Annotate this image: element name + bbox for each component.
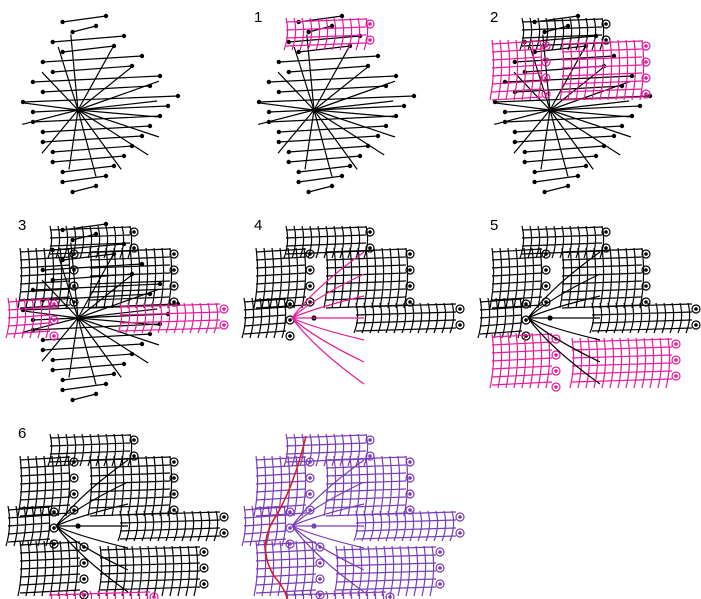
worked-lace (241, 225, 465, 341)
panel-step-6: 6 (5, 425, 229, 599)
worked-lace (241, 433, 465, 599)
worked-lace (5, 225, 229, 341)
thread-fan (291, 459, 365, 593)
worked-lace (477, 225, 701, 392)
thread-fan (291, 251, 365, 385)
pin-points (20, 221, 181, 403)
panel-base (20, 13, 181, 195)
highlighted-thread (264, 435, 307, 599)
prick-skeleton (22, 15, 179, 193)
thread-fan (527, 251, 601, 385)
center-pin (547, 107, 553, 113)
step-number-label: 5 (490, 217, 498, 234)
step-number-label: 2 (490, 9, 498, 26)
pin-points (20, 13, 181, 195)
panel-final (241, 433, 465, 599)
panel-step-1: 1 (254, 9, 417, 195)
center-pin (75, 107, 81, 113)
worked-lace (5, 433, 229, 599)
panel-step-3: 3 (5, 217, 229, 403)
panel-step-5: 5 (477, 217, 701, 392)
pin-points (492, 13, 653, 195)
prick-skeleton (494, 15, 651, 193)
panel-step-2: 2 (489, 9, 653, 195)
step-number-label: 6 (18, 425, 26, 442)
pin-points (256, 13, 417, 195)
worked-lace (283, 17, 375, 51)
panel-step-4: 4 (241, 217, 465, 385)
step-number-label: 3 (18, 217, 26, 234)
step-number-label: 4 (254, 217, 262, 234)
prick-skeleton (258, 15, 415, 193)
worked-lace (489, 17, 651, 101)
center-pin (75, 315, 81, 321)
thread-fan (55, 459, 129, 593)
step-number-label: 1 (254, 9, 262, 26)
center-pin (311, 107, 317, 113)
